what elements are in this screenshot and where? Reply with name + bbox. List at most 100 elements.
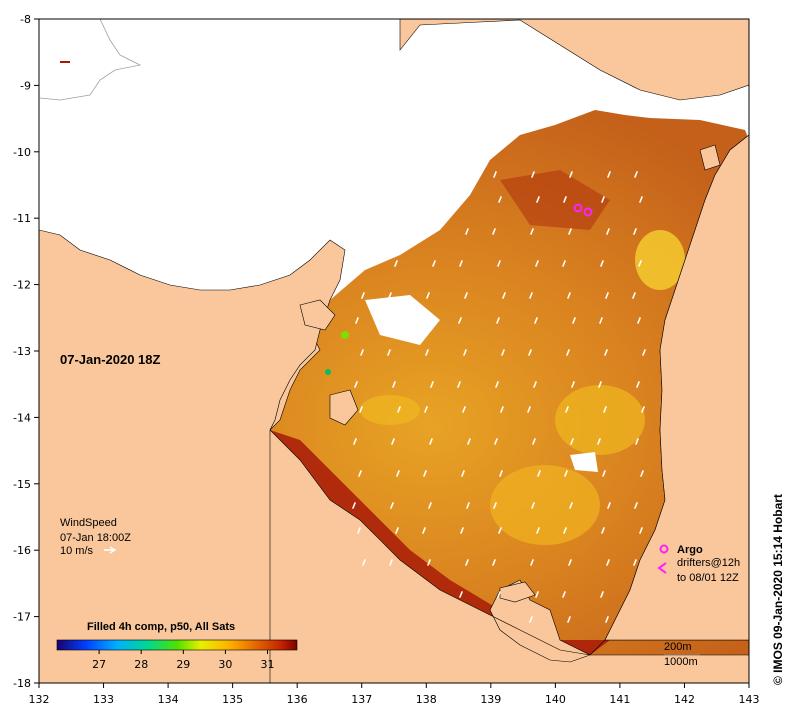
wind-vector — [360, 349, 364, 356]
longitude-axis: 132 133 134 135 136 137 138 139 140 141 142 143 — [29, 683, 760, 706]
lat-tick-label: -16 — [13, 544, 31, 557]
wind-vector — [428, 502, 432, 509]
land-arnhem — [39, 229, 346, 683]
credit-label: © IMOS 09-Jan-2020 15:14 Hobart — [771, 494, 785, 685]
wind-vector — [529, 616, 533, 623]
sst-hot-patch — [500, 170, 610, 230]
wind-vector — [640, 470, 644, 477]
wind-vector — [536, 196, 540, 203]
wind-vector — [459, 260, 463, 267]
wind-vector — [602, 470, 606, 477]
wind-vector — [534, 317, 538, 324]
wind-vector — [492, 559, 496, 566]
drifter-legend-icon — [657, 562, 667, 574]
lon-tick-label: 141 — [609, 693, 630, 706]
wind-vector — [495, 381, 499, 388]
lat-tick-label: -14 — [13, 411, 31, 424]
wind-vector — [498, 196, 502, 203]
colorbar — [56, 639, 298, 651]
lat-tick-label: -13 — [13, 345, 31, 358]
wind-vector — [633, 228, 637, 235]
argo-float-marker — [583, 207, 593, 217]
colorbar-tick-label: 29 — [176, 658, 190, 671]
wind-vector — [565, 406, 569, 413]
wind-vector — [394, 260, 398, 267]
wind-vector — [632, 292, 636, 299]
wind-vector — [537, 470, 541, 477]
wind-vectors — [352, 171, 646, 623]
lon-tick-label: 133 — [93, 693, 114, 706]
lon-tick-label: 135 — [222, 693, 243, 706]
sst-green-speck — [341, 331, 349, 339]
lat-tick-label: -9 — [20, 79, 31, 92]
lon-tick-label: 143 — [739, 693, 760, 706]
wind-vector — [465, 559, 469, 566]
wind-vector — [431, 317, 435, 324]
land-groote-eylandt — [329, 389, 359, 426]
wind-vector — [601, 527, 605, 534]
wind-vector — [634, 171, 638, 178]
wind-vector — [568, 228, 572, 235]
wind-vector — [463, 349, 467, 356]
wind-vector — [361, 292, 365, 299]
wind-vector — [497, 260, 501, 267]
wind-vector — [395, 196, 399, 203]
wind-vector — [569, 502, 573, 509]
wind-vector — [637, 317, 641, 324]
lat-tick-label: -8 — [20, 13, 31, 26]
lon-tick-label: 139 — [480, 693, 501, 706]
wind-vector — [567, 616, 571, 623]
wind-vector — [432, 260, 436, 267]
wind-title: WindSpeed — [60, 517, 117, 529]
wind-vector — [532, 438, 536, 445]
wind-vector — [464, 292, 468, 299]
wind-vector — [393, 317, 397, 324]
wind-vector — [564, 470, 568, 477]
wind-vector — [493, 171, 497, 178]
lon-tick-label: 137 — [351, 693, 372, 706]
land-island — [699, 144, 721, 171]
argo-legend-icon — [659, 544, 669, 554]
colorbar-tick-label: 28 — [134, 658, 148, 671]
wind-vector — [535, 591, 539, 598]
wind-vector — [465, 228, 469, 235]
wind-vector — [492, 228, 496, 235]
wind-vector — [531, 171, 535, 178]
wind-vector — [459, 591, 463, 598]
wind-vector — [636, 381, 640, 388]
wind-vector — [387, 349, 391, 356]
wind-vector — [502, 292, 506, 299]
wind-vector — [423, 470, 427, 477]
wind-vector — [530, 559, 534, 566]
wind-vector — [458, 317, 462, 324]
wind-vector — [362, 228, 366, 235]
wind-vector — [427, 228, 431, 235]
lat-tick-label: -11 — [13, 212, 31, 225]
wind-vector — [430, 381, 434, 388]
wind-vector — [566, 349, 570, 356]
wind-vector — [605, 616, 609, 623]
colorbar-tick-label: 31 — [261, 658, 275, 671]
wind-vector — [563, 196, 567, 203]
wind-vector — [392, 381, 396, 388]
wind-vector — [494, 438, 498, 445]
wind-vector — [354, 381, 358, 388]
wind-vector — [425, 349, 429, 356]
lat-tick-label: -18 — [13, 677, 31, 690]
coast-outline — [39, 19, 142, 101]
wind-vector — [639, 196, 643, 203]
wind-vector — [570, 438, 574, 445]
wind-vector — [496, 317, 500, 324]
wind-vector — [422, 196, 426, 203]
lat-tick-label: -15 — [13, 478, 31, 491]
wind-vector — [601, 196, 605, 203]
date-label: 07-Jan-2020 18Z — [60, 352, 161, 367]
land-mornington-island — [499, 581, 536, 603]
wind-vector — [531, 502, 535, 509]
wind-vector — [357, 196, 361, 203]
argo-legend-label: Argo — [677, 544, 703, 556]
land-cape-york-east — [604, 134, 749, 641]
wind-vector — [460, 196, 464, 203]
wind-vector — [571, 381, 575, 388]
